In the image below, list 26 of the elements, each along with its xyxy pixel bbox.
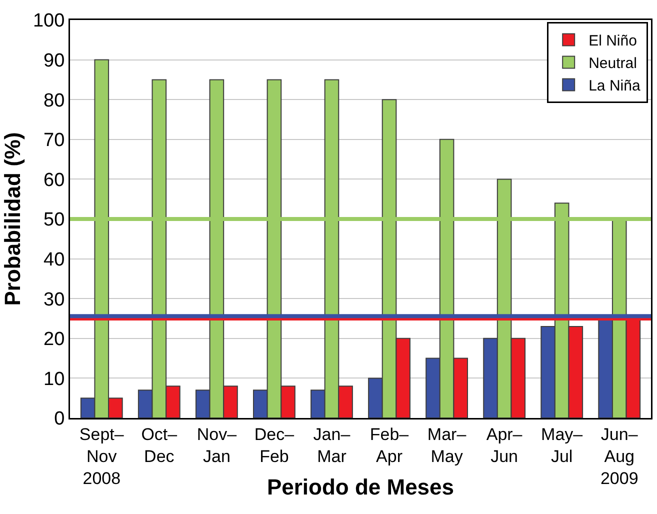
y-tick-label: 0 [54, 408, 65, 430]
x-tick-label: Jun– Aug 2009 [600, 424, 638, 488]
y-tick-label: 20 [44, 329, 65, 350]
x-axis-title: Periodo de Meses [266, 474, 454, 500]
y-tick-label: 50 [44, 210, 65, 231]
y-tick-label: 40 [44, 249, 65, 270]
x-tick-label: Nov– Jan [196, 424, 238, 466]
y-tick-label: 80 [44, 90, 65, 112]
x-tick-label: Oct– Dec [141, 424, 178, 466]
x-tick-label: Feb– Apr [370, 424, 410, 466]
x-tick-label: Apr– Jun [486, 424, 523, 466]
y-tick-label: 60 [44, 170, 65, 191]
x-tick-label: May– Jul [541, 424, 584, 466]
legend-label: La Niña [588, 78, 641, 95]
y-tick-label: 100 [32, 10, 65, 32]
legend-label: El Niño [588, 32, 637, 50]
y-tick-label: 70 [44, 130, 65, 152]
y-tick-label: 10 [44, 368, 65, 390]
x-tick-label: Sept– Nov 2008 [79, 424, 124, 488]
x-tick-label: Jan– Mar [313, 424, 351, 466]
x-tick-label: Dec– Feb [254, 424, 295, 466]
y-tick-label: 90 [44, 50, 65, 72]
legend-label: Neutral [588, 55, 637, 72]
x-tick-label: Mar– May [427, 424, 467, 466]
y-axis-title: Probabilidad (%) [0, 132, 25, 306]
y-tick-label: 30 [44, 289, 65, 310]
